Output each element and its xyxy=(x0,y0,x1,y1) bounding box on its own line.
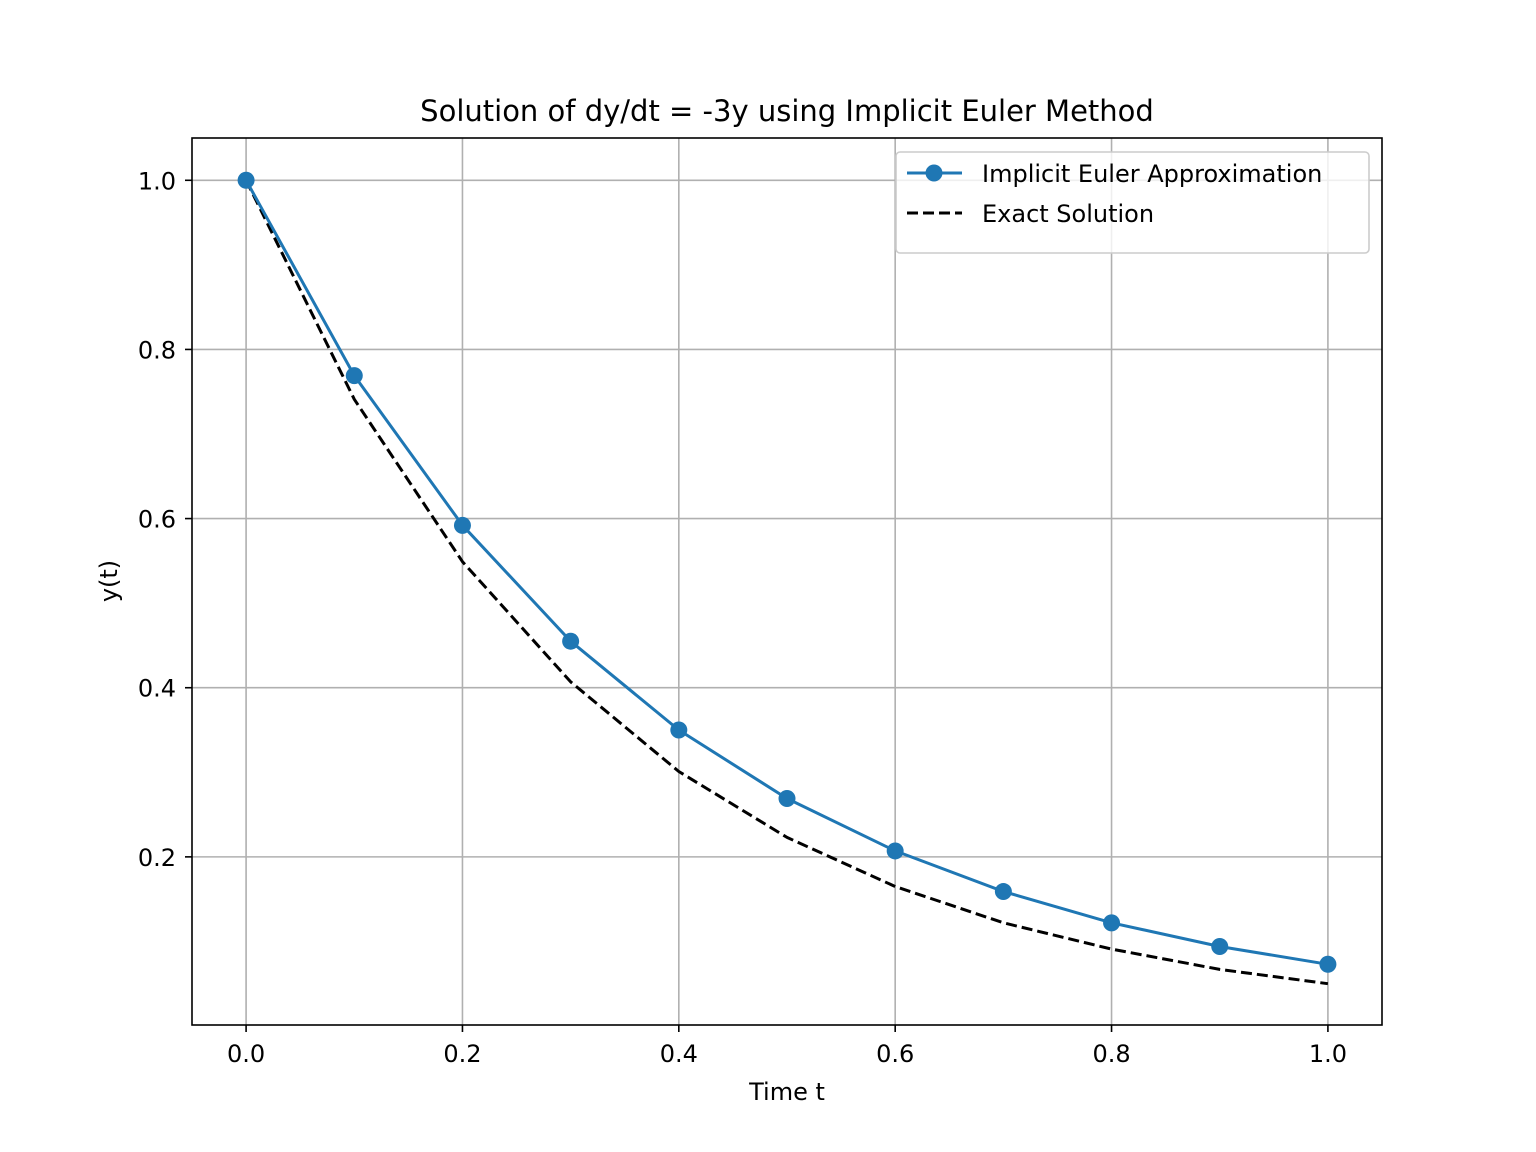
data-point-approximation xyxy=(886,842,904,860)
legend-box xyxy=(895,151,1370,254)
data-point-approximation xyxy=(1211,938,1229,956)
legend-label-exact: Exact Solution xyxy=(982,200,1154,228)
y-tick-label: 1.0 xyxy=(138,167,176,195)
y-tick-label: 0.2 xyxy=(138,844,176,872)
data-point-approximation xyxy=(670,721,688,739)
x-tick-label: 0.6 xyxy=(876,1040,914,1068)
chart-title: Solution of dy/dt = -3y using Implicit E… xyxy=(420,94,1154,128)
series-layer xyxy=(237,171,1337,986)
data-point-approximation xyxy=(1103,914,1121,932)
data-point-approximation xyxy=(562,632,580,650)
x-tick-label: 0.0 xyxy=(227,1040,265,1068)
data-point-approximation xyxy=(237,171,255,189)
data-point-approximation xyxy=(778,790,796,808)
x-tick-label: 1.0 xyxy=(1309,1040,1347,1068)
legend-label-approximation: Implicit Euler Approximation xyxy=(982,160,1322,188)
data-point-approximation xyxy=(1319,955,1337,973)
legend: Implicit Euler Approximation Exact Soluti… xyxy=(895,151,1370,254)
x-axis-label: Time t xyxy=(748,1078,825,1106)
y-axis-label: y(t) xyxy=(95,560,123,602)
y-tick-label: 0.6 xyxy=(138,506,176,534)
y-tick-label: 0.4 xyxy=(138,675,176,703)
x-tick-label: 0.2 xyxy=(443,1040,481,1068)
data-point-approximation xyxy=(994,883,1012,901)
x-tick-label: 0.4 xyxy=(660,1040,698,1068)
plot-frame xyxy=(191,137,1383,1026)
legend-marker-approximation xyxy=(925,164,943,182)
ticks: 0.0 0.2 0.4 0.6 0.8 1.0 0.2 0.4 0.6 0.8 1.0 xyxy=(138,167,1347,1068)
y-tick-label: 0.8 xyxy=(138,336,176,364)
data-point-approximation xyxy=(453,516,471,534)
series-line-exact xyxy=(244,179,1329,986)
x-tick-label: 0.8 xyxy=(1092,1040,1130,1068)
data-point-approximation xyxy=(345,367,363,385)
